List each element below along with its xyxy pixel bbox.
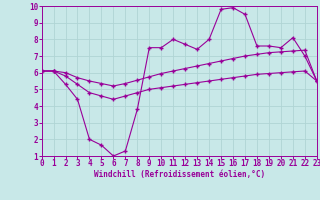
X-axis label: Windchill (Refroidissement éolien,°C): Windchill (Refroidissement éolien,°C)	[94, 170, 265, 179]
